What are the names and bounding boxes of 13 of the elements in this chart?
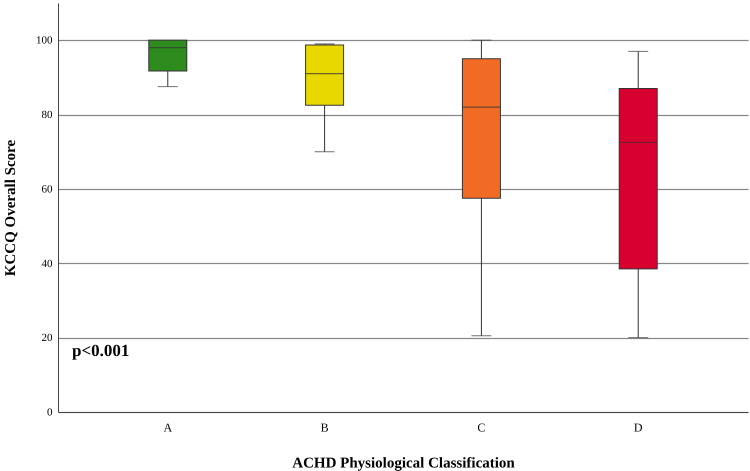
y-tick-label: 100 bbox=[36, 34, 53, 47]
y-tick-label: 80 bbox=[42, 109, 53, 122]
x-tick-label: D bbox=[634, 420, 643, 434]
y-tick-label: 60 bbox=[42, 183, 53, 196]
annotation: p<0.001 bbox=[72, 341, 130, 360]
y-axis-title: KCCQ Overall Score bbox=[3, 139, 19, 276]
x-tick-label: B bbox=[320, 420, 329, 434]
x-tick-label: A bbox=[163, 420, 172, 434]
x-axis-title: ACHD Physiological Classification bbox=[292, 456, 516, 471]
y-tick-label: 0 bbox=[47, 406, 53, 418]
y-tick-label: 20 bbox=[42, 332, 53, 344]
y-tick-label: 40 bbox=[42, 258, 53, 270]
x-tick-label: C bbox=[477, 420, 486, 434]
